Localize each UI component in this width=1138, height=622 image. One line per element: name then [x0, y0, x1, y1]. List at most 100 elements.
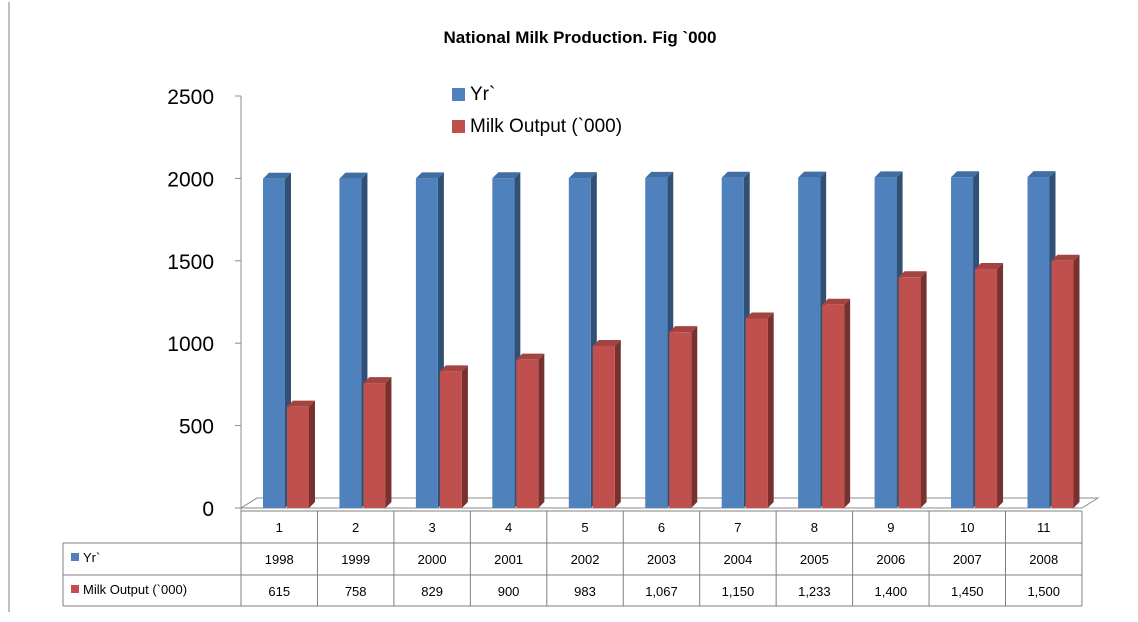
bar — [1027, 171, 1056, 508]
table-cell-value: 1,400 — [875, 584, 908, 599]
bar-top — [645, 171, 674, 178]
category-label: 3 — [429, 520, 436, 535]
category-label: 5 — [581, 520, 588, 535]
bar — [439, 365, 468, 508]
legend-label: Yr` — [470, 84, 495, 105]
bar — [568, 172, 597, 508]
table-cell-value: 1,233 — [798, 584, 831, 599]
category-label: 9 — [887, 520, 894, 535]
bar — [898, 271, 927, 508]
bar-side — [844, 298, 851, 508]
bar-front — [339, 178, 362, 508]
bar-front — [721, 177, 744, 509]
chart-title: National Milk Production. Fig `000 — [444, 28, 717, 47]
table-cell-value: 1,067 — [645, 584, 678, 599]
bar-top — [898, 271, 927, 278]
bar — [1051, 254, 1080, 508]
table-cell-value: 983 — [574, 584, 596, 599]
bar-side — [614, 340, 621, 508]
bar-front — [363, 383, 386, 508]
bar-side — [309, 400, 315, 508]
bar — [745, 312, 774, 508]
y-tick-label: 0 — [202, 498, 214, 521]
y-tick-label: 1000 — [167, 333, 214, 356]
bar-top — [339, 172, 368, 179]
table-cell-value: 2007 — [953, 552, 982, 567]
bar-front — [263, 178, 285, 508]
bar-side — [538, 353, 545, 508]
bar — [669, 326, 698, 508]
table-cell-value: 2001 — [494, 552, 523, 567]
bar — [798, 171, 827, 509]
bar-side — [385, 377, 392, 508]
bar-side — [691, 326, 698, 508]
bar — [592, 340, 621, 508]
category-label: 7 — [734, 520, 741, 535]
bar-top — [516, 353, 545, 360]
table-cell-value: 2003 — [647, 552, 676, 567]
y-tick-label: 1500 — [167, 251, 214, 274]
bar-top — [1027, 171, 1056, 178]
bar-top — [975, 263, 1004, 270]
category-label: 4 — [505, 520, 512, 535]
bar-side — [1073, 254, 1080, 508]
bar-top — [822, 298, 851, 305]
category-label: 6 — [658, 520, 665, 535]
table-cell-value: 829 — [421, 584, 443, 599]
table-cell-value: 1,150 — [722, 584, 755, 599]
bar-top — [1051, 254, 1080, 261]
bar-front — [669, 332, 692, 508]
bar-front — [439, 371, 462, 508]
category-label: 8 — [811, 520, 818, 535]
bar-front — [975, 269, 998, 508]
bar-top — [363, 377, 392, 384]
bar-front — [645, 177, 668, 509]
bar — [516, 353, 545, 508]
category-label: 1 — [276, 520, 283, 535]
bar — [339, 172, 368, 508]
bar-front — [898, 277, 921, 508]
bar-front — [1051, 260, 1074, 508]
table-cell-value: 2008 — [1029, 552, 1058, 567]
bar — [975, 263, 1004, 508]
bar-front — [592, 346, 615, 508]
bar-side — [461, 365, 468, 508]
bar-top — [669, 326, 698, 333]
bar-front — [1027, 177, 1050, 508]
y-tick-label: 2000 — [167, 168, 214, 191]
bar-front — [516, 359, 539, 508]
bar-front — [287, 406, 309, 508]
bar-front — [415, 178, 438, 508]
bar-top — [492, 172, 521, 179]
bar-front — [951, 177, 974, 508]
legend-swatch — [452, 120, 465, 133]
category-label: 10 — [960, 520, 974, 535]
bar-top — [874, 171, 903, 178]
bar — [951, 171, 980, 508]
category-label: 11 — [1037, 520, 1051, 535]
bar-front — [568, 178, 591, 508]
bar-front — [822, 304, 845, 508]
table-cell-value: 2004 — [723, 552, 752, 567]
table-series-swatch — [71, 553, 79, 561]
table-cell-value: 2006 — [876, 552, 905, 567]
table-cell-value: 1,500 — [1027, 584, 1060, 599]
bar — [874, 171, 903, 508]
table-cell-value: 758 — [345, 584, 367, 599]
table-cell-value: 1998 — [265, 552, 294, 567]
bar — [363, 377, 392, 508]
bar-side — [920, 271, 927, 508]
bar-top — [798, 171, 827, 178]
bar-front — [745, 318, 768, 508]
table-cell-value: 1999 — [341, 552, 370, 567]
legend-swatch — [452, 88, 465, 101]
table-cell-value: 1,450 — [951, 584, 984, 599]
bar — [822, 298, 851, 508]
y-tick-label: 500 — [179, 416, 214, 439]
table-series-name: Yr` — [83, 550, 100, 565]
bar — [645, 171, 674, 509]
bar — [492, 172, 521, 508]
y-tick-label: 2500 — [167, 86, 214, 109]
